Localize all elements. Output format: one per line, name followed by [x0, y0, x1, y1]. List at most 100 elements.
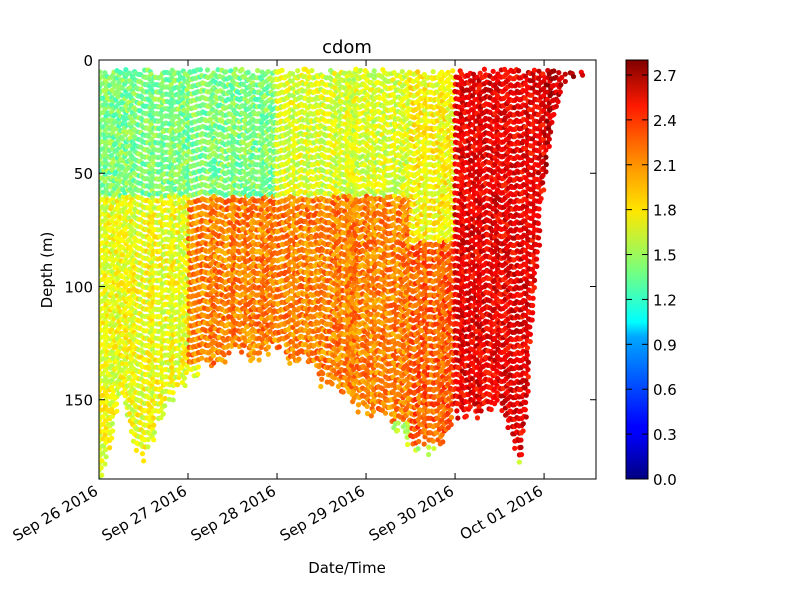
data-point [157, 262, 164, 269]
data-point [99, 465, 104, 471]
data-point [265, 344, 272, 350]
data-point [100, 370, 106, 376]
data-point [126, 316, 132, 323]
data-point [319, 376, 325, 382]
data-point [182, 382, 188, 389]
data-point [170, 390, 176, 396]
data-point [102, 446, 109, 453]
data-point [126, 106, 132, 112]
data-point [102, 135, 108, 141]
data-point [119, 136, 126, 142]
data-point [110, 428, 116, 434]
data-point [223, 69, 229, 75]
data-point [109, 290, 115, 296]
data-point [102, 432, 108, 438]
data-point [174, 280, 181, 286]
data-point [204, 67, 211, 73]
data-point [139, 451, 146, 457]
data-point [170, 397, 176, 403]
data-point [169, 190, 175, 197]
data-point [126, 367, 132, 373]
data-point [151, 437, 157, 443]
data-point [103, 454, 109, 460]
data-point [184, 261, 190, 267]
data-point [102, 70, 108, 76]
data-point [174, 382, 181, 388]
data-point [265, 351, 271, 357]
data-point [265, 68, 271, 75]
data-point [123, 66, 129, 73]
data-point [100, 218, 106, 224]
data-point [102, 178, 108, 185]
data-point [100, 240, 106, 246]
data-point [102, 294, 108, 300]
data-point [99, 472, 105, 478]
data-point [226, 350, 232, 356]
data-point [150, 415, 157, 421]
data-point [166, 208, 172, 214]
data-point [157, 320, 163, 327]
data-point [168, 198, 174, 204]
data-point [238, 349, 245, 355]
data-point [181, 375, 188, 381]
data-point [329, 381, 335, 387]
data-point [126, 237, 132, 243]
data-point [179, 293, 185, 299]
data-point [108, 152, 115, 159]
data-point [100, 124, 106, 130]
data-point [221, 352, 227, 358]
data-point [99, 69, 103, 75]
data-point [168, 82, 174, 88]
data-point [166, 396, 172, 402]
data-point [157, 248, 163, 254]
data-point [239, 66, 245, 73]
data-point [197, 67, 204, 73]
data-point [175, 309, 181, 315]
data-point [287, 360, 293, 366]
data-point [168, 183, 174, 189]
data-point [157, 270, 163, 276]
data-point [102, 461, 108, 467]
data-point [168, 270, 174, 276]
data-point [157, 204, 163, 211]
data-point [157, 313, 163, 319]
data-point [102, 287, 108, 293]
data-point [320, 370, 326, 377]
data-point [145, 436, 151, 443]
data-point [126, 273, 133, 279]
data-point [168, 154, 174, 160]
data-point [114, 408, 120, 414]
data-point [256, 350, 263, 356]
data-point [116, 391, 122, 397]
data-point [119, 237, 126, 244]
data-point [210, 353, 216, 359]
data-point [276, 344, 282, 350]
data-point [126, 287, 132, 294]
data-point [195, 364, 201, 370]
data-point [222, 359, 228, 365]
data-point [119, 274, 126, 280]
data-point [340, 389, 346, 395]
data-point [157, 233, 163, 240]
data-point [109, 406, 115, 412]
data-point [175, 179, 181, 185]
data-point [100, 189, 106, 195]
chart-title: cdom [322, 37, 372, 58]
data-point [250, 355, 256, 361]
data-point [145, 444, 151, 450]
data-point [126, 374, 132, 381]
data-point [168, 248, 174, 255]
data-point [166, 237, 172, 243]
data-point [109, 225, 115, 231]
data-point [183, 188, 189, 195]
data-point [183, 341, 190, 347]
data-point [318, 383, 324, 390]
data-point [100, 356, 106, 362]
data-point [168, 147, 174, 153]
data-point [109, 421, 115, 427]
data-point [157, 299, 163, 305]
data-point [126, 403, 132, 410]
data-point [279, 67, 285, 73]
data-point [157, 255, 164, 261]
data-point [211, 360, 217, 366]
